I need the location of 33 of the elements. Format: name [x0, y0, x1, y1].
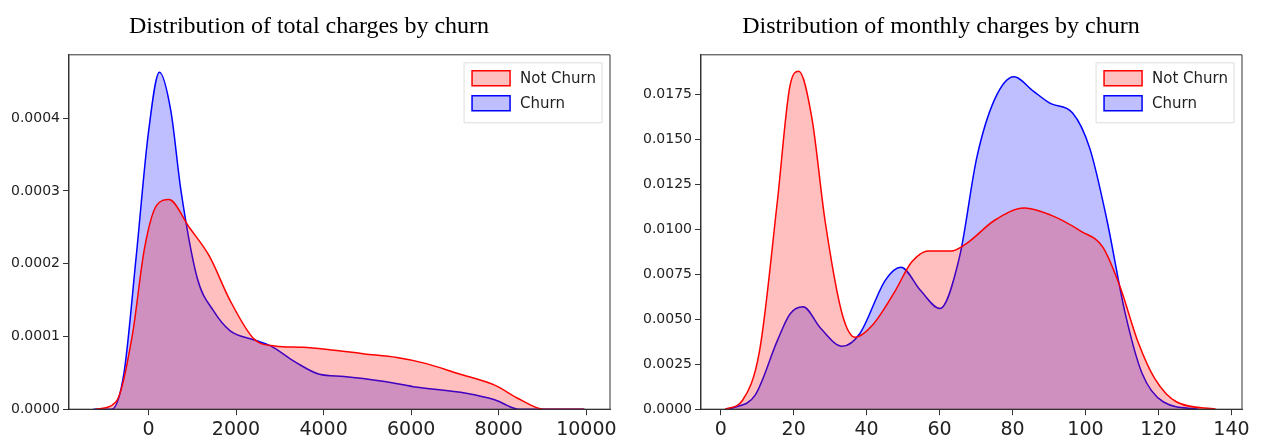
x-tick-label: 8000: [474, 416, 523, 439]
y-tick-label: 0.0001: [10, 327, 60, 344]
chart-title: Distribution of total charges by churn: [128, 11, 490, 38]
y-tick-label: 0.0050: [642, 309, 692, 326]
x-tick-label: 10000: [556, 416, 617, 439]
y-tick-label: 0.0025: [642, 354, 692, 371]
legend-label: Churn: [1152, 93, 1197, 112]
y-tick-label: 0.0175: [642, 85, 692, 102]
x-tick-label: 0: [714, 416, 727, 439]
y-tick-label: 0.0100: [642, 220, 692, 237]
y-tick-label: 0.0003: [10, 181, 60, 198]
chart-title: Distribution of monthly charges by churn: [742, 11, 1140, 38]
x-tick-label: 20: [781, 416, 806, 439]
y-tick-label: 0.0002: [10, 254, 60, 271]
legend-label: Not Churn: [1152, 68, 1229, 87]
x-tick-label: 60: [927, 416, 952, 439]
x-tick-label: 140: [1213, 416, 1250, 439]
x-tick-label: 0: [142, 416, 155, 439]
x-tick-label: 100: [1067, 416, 1104, 439]
x-tick-label: 2000: [211, 416, 261, 439]
legend-label: Not Churn: [520, 68, 597, 87]
x-tick-label: 40: [854, 416, 879, 439]
y-tick-label: 0.0075: [642, 265, 692, 282]
y-tick-label: 0.0004: [10, 108, 61, 125]
legend-label: Churn: [520, 93, 565, 112]
x-tick-label: 120: [1140, 416, 1177, 439]
x-tick-label: 4000: [299, 416, 348, 439]
y-tick-label: 0.0150: [642, 130, 692, 147]
y-tick-label: 0.0000: [642, 399, 692, 416]
y-tick-label: 0.0000: [10, 399, 60, 416]
x-tick-label: 6000: [387, 416, 436, 439]
x-tick-label: 80: [1000, 416, 1025, 439]
y-tick-label: 0.0125: [642, 175, 692, 192]
